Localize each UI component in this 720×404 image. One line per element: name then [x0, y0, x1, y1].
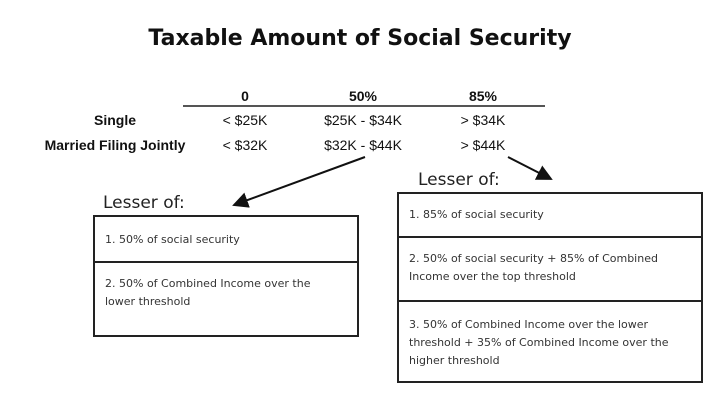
- column-header-85: 85%: [468, 88, 498, 104]
- arrow-to-left-box: [232, 156, 366, 208]
- right-box-heading: Lesser of:: [418, 170, 500, 190]
- table-cell: > $34K: [460, 112, 506, 128]
- left-box-heading: Lesser of:: [103, 193, 185, 213]
- table-cell: < $32K: [222, 137, 268, 153]
- right-box: 1. 85% of social security 2. 50% of soci…: [397, 192, 703, 383]
- list-item: 1. 50% of social security: [95, 217, 357, 263]
- table-cell: < $25K: [222, 112, 268, 128]
- table-cell: > $44K: [460, 137, 506, 153]
- list-item: 1. 85% of social security: [399, 194, 701, 238]
- column-header-50: 50%: [348, 88, 378, 104]
- table-cell: $32K - $44K: [324, 137, 402, 153]
- left-box: 1. 50% of social security 2. 50% of Comb…: [93, 215, 359, 337]
- list-item: 3. 50% of Combined Income over the lower…: [409, 318, 669, 367]
- arrow-to-right-box: [507, 156, 553, 180]
- diagram-title: Taxable Amount of Social Security: [148, 26, 572, 51]
- row-label-married: Married Filing Jointly: [44, 137, 186, 153]
- row-label-single: Single: [93, 112, 136, 128]
- list-item: 2. 50% of Combined Income over the lower…: [105, 277, 311, 308]
- list-item: 2. 50% of social security + 85% of Combi…: [399, 238, 701, 302]
- table-cell: $25K - $34K: [324, 112, 402, 128]
- header-rule: [183, 105, 545, 107]
- column-header-0: 0: [241, 88, 249, 104]
